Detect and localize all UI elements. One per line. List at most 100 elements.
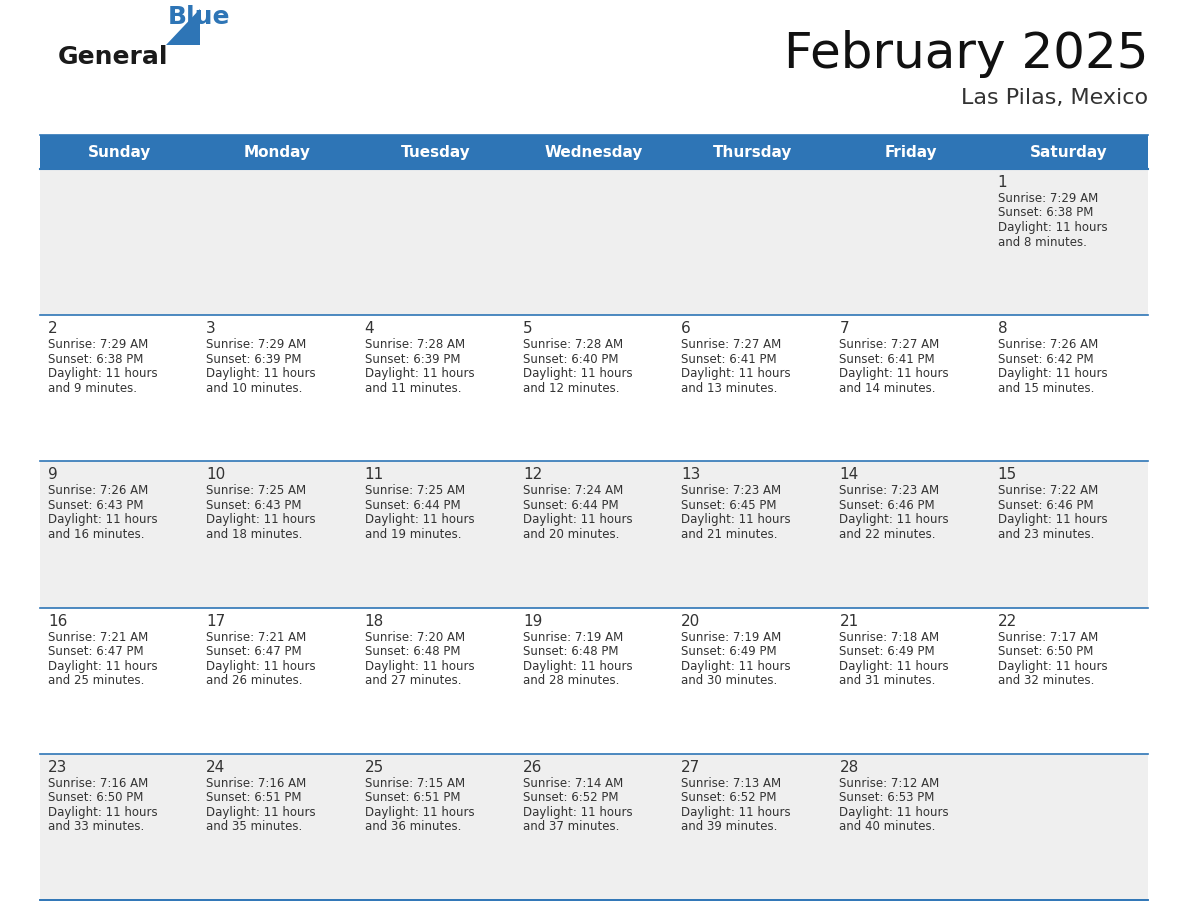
Text: Sunrise: 7:25 AM: Sunrise: 7:25 AM: [365, 485, 465, 498]
Bar: [832, 169, 990, 315]
Text: 15: 15: [998, 467, 1017, 482]
Text: Sunday: Sunday: [88, 144, 151, 160]
Text: and 16 minutes.: and 16 minutes.: [48, 528, 145, 541]
Bar: [990, 169, 1148, 315]
Bar: [990, 315, 1148, 462]
Text: Sunrise: 7:24 AM: Sunrise: 7:24 AM: [523, 485, 624, 498]
Bar: [832, 462, 990, 608]
Bar: [198, 315, 356, 462]
Text: and 36 minutes.: and 36 minutes.: [365, 821, 461, 834]
Text: Sunset: 6:43 PM: Sunset: 6:43 PM: [207, 498, 302, 512]
Bar: [40, 754, 198, 900]
Text: 9: 9: [48, 467, 58, 482]
Text: Daylight: 11 hours: Daylight: 11 hours: [998, 660, 1107, 673]
Text: and 31 minutes.: and 31 minutes.: [840, 674, 936, 687]
Text: Sunrise: 7:27 AM: Sunrise: 7:27 AM: [681, 338, 782, 352]
Text: Daylight: 11 hours: Daylight: 11 hours: [48, 367, 158, 380]
Text: 17: 17: [207, 613, 226, 629]
Text: Daylight: 11 hours: Daylight: 11 hours: [523, 513, 632, 526]
Bar: [674, 462, 832, 608]
Bar: [356, 754, 514, 900]
Bar: [990, 754, 1148, 900]
Bar: [990, 135, 1148, 169]
Text: Daylight: 11 hours: Daylight: 11 hours: [681, 367, 791, 380]
Bar: [832, 754, 990, 900]
Text: Sunrise: 7:19 AM: Sunrise: 7:19 AM: [523, 631, 624, 644]
Text: Daylight: 11 hours: Daylight: 11 hours: [840, 513, 949, 526]
Bar: [40, 462, 198, 608]
Text: Sunset: 6:47 PM: Sunset: 6:47 PM: [48, 645, 144, 658]
Text: Sunset: 6:48 PM: Sunset: 6:48 PM: [365, 645, 460, 658]
Text: 13: 13: [681, 467, 701, 482]
Text: 5: 5: [523, 321, 532, 336]
Text: 11: 11: [365, 467, 384, 482]
Text: and 23 minutes.: and 23 minutes.: [998, 528, 1094, 541]
Bar: [514, 169, 674, 315]
Text: Daylight: 11 hours: Daylight: 11 hours: [365, 367, 474, 380]
Text: Daylight: 11 hours: Daylight: 11 hours: [523, 660, 632, 673]
Bar: [832, 608, 990, 754]
Text: and 11 minutes.: and 11 minutes.: [365, 382, 461, 395]
Text: Daylight: 11 hours: Daylight: 11 hours: [840, 660, 949, 673]
Text: 22: 22: [998, 613, 1017, 629]
Text: Daylight: 11 hours: Daylight: 11 hours: [48, 513, 158, 526]
Text: Sunrise: 7:26 AM: Sunrise: 7:26 AM: [998, 338, 1098, 352]
Text: 7: 7: [840, 321, 849, 336]
Bar: [198, 754, 356, 900]
Text: 20: 20: [681, 613, 701, 629]
Text: General: General: [58, 45, 169, 69]
Text: 19: 19: [523, 613, 542, 629]
Text: Daylight: 11 hours: Daylight: 11 hours: [365, 660, 474, 673]
Text: and 14 minutes.: and 14 minutes.: [840, 382, 936, 395]
Text: and 39 minutes.: and 39 minutes.: [681, 821, 777, 834]
Text: 21: 21: [840, 613, 859, 629]
Text: Sunset: 6:51 PM: Sunset: 6:51 PM: [365, 791, 460, 804]
Bar: [40, 315, 198, 462]
Bar: [356, 462, 514, 608]
Text: Daylight: 11 hours: Daylight: 11 hours: [207, 806, 316, 819]
Bar: [674, 754, 832, 900]
Text: and 26 minutes.: and 26 minutes.: [207, 674, 303, 687]
Text: and 22 minutes.: and 22 minutes.: [840, 528, 936, 541]
Text: 10: 10: [207, 467, 226, 482]
Text: and 30 minutes.: and 30 minutes.: [681, 674, 777, 687]
Text: Daylight: 11 hours: Daylight: 11 hours: [681, 513, 791, 526]
Text: Daylight: 11 hours: Daylight: 11 hours: [681, 660, 791, 673]
Bar: [356, 135, 514, 169]
Polygon shape: [166, 9, 200, 45]
Text: Sunset: 6:53 PM: Sunset: 6:53 PM: [840, 791, 935, 804]
Bar: [514, 754, 674, 900]
Bar: [832, 315, 990, 462]
Text: Monday: Monday: [244, 144, 311, 160]
Bar: [198, 608, 356, 754]
Text: Sunrise: 7:12 AM: Sunrise: 7:12 AM: [840, 777, 940, 789]
Text: Sunset: 6:50 PM: Sunset: 6:50 PM: [998, 645, 1093, 658]
Text: Daylight: 11 hours: Daylight: 11 hours: [365, 513, 474, 526]
Text: Daylight: 11 hours: Daylight: 11 hours: [48, 806, 158, 819]
Bar: [40, 608, 198, 754]
Text: Sunset: 6:40 PM: Sunset: 6:40 PM: [523, 353, 619, 365]
Text: Daylight: 11 hours: Daylight: 11 hours: [681, 806, 791, 819]
Text: Daylight: 11 hours: Daylight: 11 hours: [207, 367, 316, 380]
Text: Sunset: 6:44 PM: Sunset: 6:44 PM: [365, 498, 460, 512]
Text: Sunset: 6:38 PM: Sunset: 6:38 PM: [998, 207, 1093, 219]
Text: Sunset: 6:39 PM: Sunset: 6:39 PM: [207, 353, 302, 365]
Text: February 2025: February 2025: [784, 30, 1148, 78]
Text: and 13 minutes.: and 13 minutes.: [681, 382, 777, 395]
Text: 3: 3: [207, 321, 216, 336]
Text: 1: 1: [998, 175, 1007, 190]
Text: Daylight: 11 hours: Daylight: 11 hours: [998, 513, 1107, 526]
Text: and 27 minutes.: and 27 minutes.: [365, 674, 461, 687]
Text: Sunrise: 7:23 AM: Sunrise: 7:23 AM: [840, 485, 940, 498]
Text: Las Pilas, Mexico: Las Pilas, Mexico: [961, 88, 1148, 108]
Text: Sunset: 6:46 PM: Sunset: 6:46 PM: [840, 498, 935, 512]
Text: Sunset: 6:51 PM: Sunset: 6:51 PM: [207, 791, 302, 804]
Text: 2: 2: [48, 321, 58, 336]
Text: 18: 18: [365, 613, 384, 629]
Text: Sunset: 6:42 PM: Sunset: 6:42 PM: [998, 353, 1093, 365]
Text: Sunset: 6:45 PM: Sunset: 6:45 PM: [681, 498, 777, 512]
Text: and 9 minutes.: and 9 minutes.: [48, 382, 137, 395]
Text: 16: 16: [48, 613, 68, 629]
Text: and 8 minutes.: and 8 minutes.: [998, 236, 1087, 249]
Text: Sunset: 6:47 PM: Sunset: 6:47 PM: [207, 645, 302, 658]
